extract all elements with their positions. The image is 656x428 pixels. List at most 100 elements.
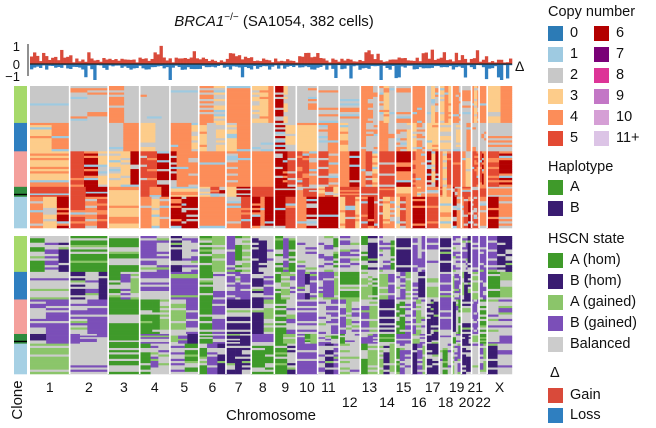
hscn-state-heatmap-cell bbox=[139, 253, 157, 257]
hscn-state-heatmap-cell bbox=[333, 240, 340, 244]
copy-number-heatmap-cell bbox=[383, 127, 389, 130]
copy-number-heatmap-cell bbox=[155, 144, 171, 148]
copy-number-heatmap-cell bbox=[435, 99, 440, 102]
hscn-state-heatmap-cell bbox=[44, 256, 59, 259]
copy-number-heatmap-cell bbox=[345, 196, 356, 200]
copy-number-heatmap-cell bbox=[317, 103, 340, 106]
copy-number-heatmap-cell bbox=[339, 101, 361, 104]
copy-number-heatmap-cell bbox=[274, 114, 284, 117]
copy-number-heatmap-cell bbox=[446, 155, 453, 159]
copy-number-heatmap-cell bbox=[130, 173, 140, 177]
hscn-state-heatmap-cell bbox=[378, 247, 384, 250]
copy-number-heatmap-cell bbox=[473, 96, 478, 100]
copy-number-heatmap-cell bbox=[416, 133, 423, 137]
hscn-state-heatmap-cell bbox=[426, 247, 440, 250]
copy-number-heatmap-cell bbox=[426, 140, 433, 143]
hscn-state-heatmap-cell bbox=[471, 236, 480, 239]
copy-number-heatmap-cell bbox=[416, 129, 423, 132]
copy-number-heatmap-cell bbox=[426, 88, 432, 91]
hscn-state-heatmap-cell bbox=[108, 276, 121, 279]
copy-number-heatmap-cell bbox=[139, 116, 148, 119]
hscn-state-heatmap-cell bbox=[395, 247, 412, 250]
copy-number-heatmap-cell bbox=[146, 86, 162, 89]
copy-number-heatmap-cell bbox=[439, 155, 443, 159]
copy-number-heatmap-cell bbox=[411, 173, 416, 177]
hscn-state-heatmap-cell bbox=[339, 249, 351, 252]
hscn-state-heatmap-cell bbox=[333, 242, 340, 246]
copy-number-heatmap-cell bbox=[474, 175, 477, 179]
copy-number-heatmap-cell bbox=[176, 160, 189, 163]
copy-number-heatmap-cell bbox=[378, 193, 396, 196]
delta-loss-bar bbox=[261, 64, 266, 67]
hscn-state-heatmap-cell bbox=[388, 276, 396, 279]
copy-number-heatmap-cell bbox=[471, 120, 475, 124]
copy-number-heatmap-cell bbox=[482, 151, 484, 154]
hscn-state-heatmap-cell bbox=[339, 295, 361, 298]
copy-number-heatmap-cell bbox=[108, 182, 121, 185]
hscn-state-heatmap-cell bbox=[479, 290, 484, 294]
copy-number-heatmap-cell bbox=[274, 188, 297, 191]
copy-number-heatmap-cell bbox=[405, 219, 412, 222]
hscn-state-heatmap-cell bbox=[372, 286, 379, 290]
copy-number-heatmap-cell bbox=[411, 131, 417, 135]
hscn-state-heatmap-cell bbox=[198, 297, 214, 300]
copy-number-heatmap-cell bbox=[373, 125, 379, 128]
copy-number-heatmap-cell bbox=[130, 169, 140, 172]
copy-number-heatmap-cell bbox=[431, 164, 436, 168]
hscn-state-heatmap-cell bbox=[395, 290, 401, 294]
copy-number-heatmap-cell bbox=[139, 157, 148, 161]
copy-number-heatmap-cell bbox=[130, 155, 140, 159]
copy-number-heatmap-cell bbox=[307, 101, 318, 104]
copy-number-heatmap-cell bbox=[348, 122, 361, 126]
copy-number-heatmap-cell bbox=[471, 198, 474, 202]
copy-number-heatmap-cell bbox=[333, 186, 340, 189]
copy-number-heatmap-cell bbox=[147, 164, 158, 168]
copy-number-heatmap-cell bbox=[30, 214, 44, 218]
delta-gain-bar bbox=[249, 57, 254, 64]
copy-number-heatmap-cell bbox=[274, 182, 283, 185]
hscn-state-heatmap-cell bbox=[304, 278, 311, 281]
copy-number-heatmap-cell bbox=[287, 116, 297, 119]
hscn-state-heatmap-cell bbox=[289, 271, 297, 275]
delta-gain-bar bbox=[460, 55, 465, 64]
copy-number-heatmap-cell bbox=[283, 107, 289, 111]
delta-loss-bar bbox=[63, 64, 67, 66]
delta-loss-bar bbox=[301, 64, 305, 68]
delta-loss-bar bbox=[328, 64, 332, 66]
copy-number-heatmap-cell bbox=[169, 180, 177, 183]
copy-number-heatmap-cell bbox=[309, 173, 318, 177]
copy-number-heatmap-cell bbox=[198, 175, 227, 179]
copy-number-heatmap-cell bbox=[30, 131, 52, 135]
copy-number-heatmap-cell bbox=[360, 92, 368, 95]
copy-number-heatmap-cell bbox=[426, 177, 432, 181]
copy-number-heatmap-cell bbox=[225, 214, 242, 218]
copy-number-heatmap-cell bbox=[372, 184, 379, 188]
delta-loss-bar bbox=[439, 64, 444, 68]
copy-number-heatmap-cell bbox=[274, 214, 286, 218]
copy-number-heatmap-cell bbox=[395, 140, 401, 143]
hscn-state-heatmap-cell bbox=[225, 253, 236, 257]
copy-number-heatmap-cell bbox=[468, 214, 472, 218]
copy-number-heatmap-cell bbox=[306, 221, 318, 224]
copy-number-heatmap-cell bbox=[251, 146, 261, 150]
hscn-state-heatmap-cell bbox=[242, 249, 252, 252]
copy-number-heatmap-cell bbox=[411, 109, 418, 113]
copy-number-heatmap-cell bbox=[169, 144, 179, 148]
copy-number-heatmap-cell bbox=[306, 196, 318, 200]
copy-number-heatmap-cell bbox=[471, 116, 475, 119]
copy-number-heatmap-cell bbox=[309, 162, 318, 165]
hscn-state-heatmap-cell bbox=[120, 276, 131, 279]
hscn-state-heatmap-cell bbox=[283, 242, 289, 246]
copy-number-heatmap-cell bbox=[328, 184, 340, 188]
hscn-state-heatmap-cell bbox=[333, 238, 340, 241]
copy-number-heatmap-cell bbox=[302, 166, 310, 170]
hscn-state-heatmap-cell bbox=[305, 260, 318, 264]
hscn-state-heatmap-cell bbox=[400, 271, 406, 275]
hscn-state-heatmap-cell bbox=[108, 278, 121, 281]
copy-number-heatmap-cell bbox=[169, 103, 199, 106]
copy-number-heatmap-cell bbox=[198, 196, 227, 200]
copy-number-heatmap-cell bbox=[159, 205, 171, 209]
copy-number-heatmap-cell bbox=[471, 138, 477, 141]
copy-number-heatmap-cell bbox=[426, 175, 432, 179]
hscn-state-heatmap-cell bbox=[367, 293, 373, 296]
